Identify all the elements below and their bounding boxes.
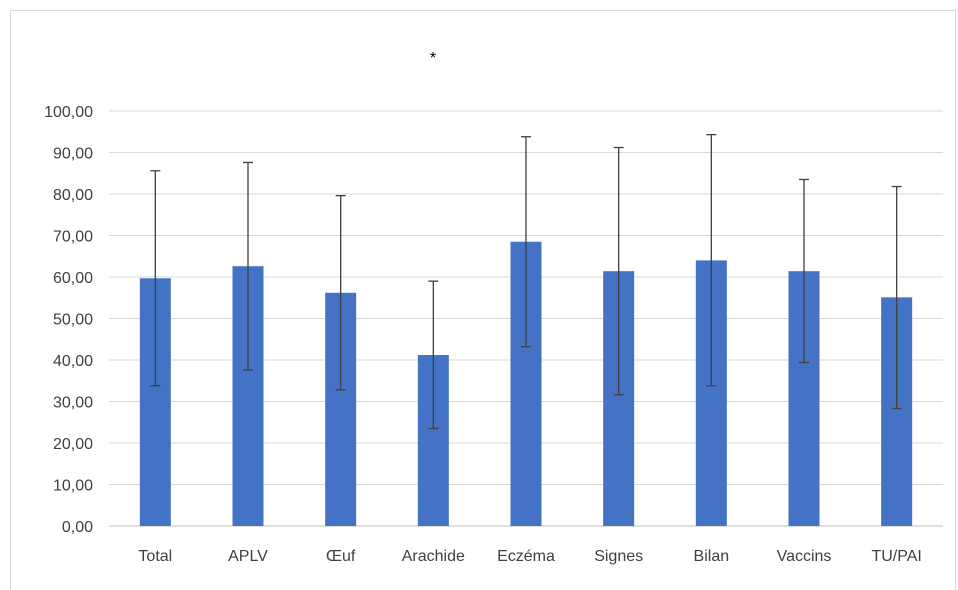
y-tick-label: 70,00 (53, 229, 93, 246)
y-tick-label: 50,00 (53, 312, 93, 329)
x-category-label: APLV (228, 548, 268, 565)
error-bar (243, 161, 253, 371)
y-tick-label: 90,00 (53, 146, 93, 163)
y-tick-label: 20,00 (53, 436, 93, 453)
bars (139, 241, 913, 526)
error-bar (799, 178, 809, 364)
y-tick-label: 10,00 (53, 478, 93, 495)
error-bar (150, 170, 161, 387)
y-tick-label: 0,00 (62, 519, 93, 536)
x-category-label: Signes (594, 548, 643, 565)
x-category-label: Eczéma (497, 548, 555, 565)
x-category-label: Œuf (326, 548, 356, 565)
x-category-label: Vaccins (777, 548, 832, 565)
significance-annotation: * (430, 50, 436, 67)
error-bar (891, 185, 902, 410)
x-category-label: TU/PAI (871, 548, 921, 565)
chart-frame: 0,00 10,00 20,00 30,00 40,00 50,00 60,00 70,00 8… (10, 10, 956, 590)
x-category-label: Bilan (694, 548, 730, 565)
y-tick-label: 40,00 (53, 353, 93, 370)
x-category-label: Total (138, 548, 172, 565)
error-bar (335, 195, 346, 391)
y-tick-label: 60,00 (53, 270, 93, 287)
error-bar (428, 280, 439, 430)
error-bar (521, 136, 531, 348)
y-axis-tick-labels: 0,00 10,00 20,00 30,00 40,00 50,00 60,00 70,00 8… (44, 104, 93, 536)
y-tick-label: 30,00 (53, 395, 93, 412)
error-bar (706, 134, 717, 387)
y-tick-label: 100,00 (44, 104, 93, 121)
y-tick-label: 80,00 (53, 187, 93, 204)
error-bars (150, 134, 902, 430)
error-bar (613, 146, 624, 396)
x-axis-category-labels: Total APLV Œuf Arachide Eczéma Signes Bilan Vac… (138, 548, 921, 565)
x-category-label: Arachide (402, 548, 465, 565)
bar-chart: 0,00 10,00 20,00 30,00 40,00 50,00 60,00 70,00 8… (44, 50, 943, 565)
